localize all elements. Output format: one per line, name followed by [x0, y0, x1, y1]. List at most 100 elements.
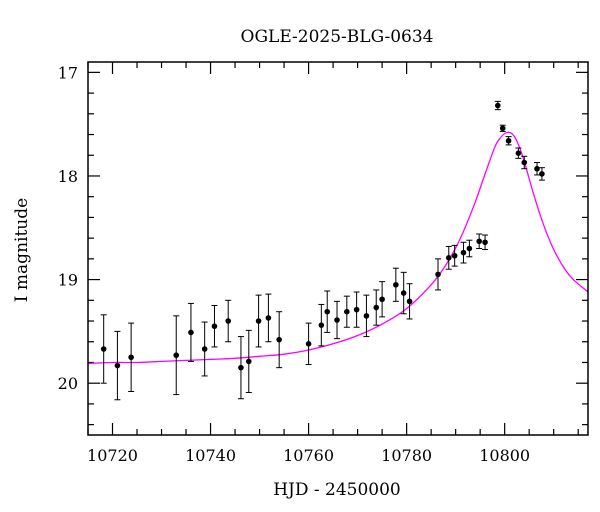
data-point	[521, 155, 528, 170]
y-tick-label: 17	[58, 63, 78, 82]
point-marker	[515, 150, 522, 156]
data-point	[245, 329, 252, 394]
y-tick-label: 20	[58, 374, 78, 393]
data-point	[534, 162, 541, 176]
chart-title: OGLE-2025-BLG-0634	[241, 27, 434, 47]
point-marker	[521, 159, 528, 166]
data-point	[324, 290, 331, 333]
plot-frame	[87, 61, 589, 436]
data-point	[237, 336, 244, 400]
point-marker	[100, 346, 107, 352]
x-tick-label: 10800	[479, 446, 530, 465]
point-marker	[334, 317, 340, 323]
point-marker	[245, 358, 252, 365]
point-marker	[400, 290, 407, 296]
y-tick-labels: 17 18 19 20	[58, 63, 78, 393]
point-marker	[466, 245, 473, 252]
data-point	[255, 294, 262, 348]
data-point	[435, 258, 441, 291]
x-tick-label: 10740	[185, 446, 236, 465]
data-point	[499, 124, 506, 132]
point-marker	[482, 239, 488, 246]
y-tick-label: 19	[58, 271, 78, 290]
point-marker	[505, 137, 512, 144]
point-marker	[460, 249, 467, 256]
point-marker	[225, 318, 231, 324]
point-marker	[393, 281, 399, 288]
data-point	[318, 303, 325, 347]
plot-area	[88, 100, 588, 401]
point-marker	[238, 364, 244, 371]
point-marker	[539, 171, 545, 177]
data-point	[373, 289, 380, 326]
data-point	[460, 241, 467, 264]
data-point	[400, 271, 407, 315]
point-marker	[305, 341, 312, 347]
y-axis-label: I magnitude	[12, 198, 32, 302]
data-point	[201, 321, 208, 377]
data-point	[392, 267, 399, 302]
point-marker	[476, 238, 482, 245]
point-marker	[318, 322, 325, 328]
point-marker	[534, 165, 540, 172]
data-point	[476, 233, 483, 249]
point-marker	[406, 298, 413, 305]
point-marker	[435, 271, 441, 278]
data-point	[305, 322, 312, 366]
point-marker	[276, 336, 282, 343]
x-axis-label: HJD - 2450000	[273, 480, 401, 500]
point-marker	[211, 323, 218, 330]
point-marker	[379, 296, 385, 303]
point-marker	[363, 313, 370, 319]
data-point	[211, 304, 218, 348]
y-tick-label: 18	[58, 167, 78, 186]
x-tick-labels: 10720 10740 10760 10780 10800	[87, 446, 530, 465]
data-point	[128, 322, 135, 392]
model-curve	[88, 131, 588, 365]
point-marker	[173, 352, 180, 359]
x-tick-label: 10720	[87, 446, 138, 465]
point-marker	[499, 125, 506, 132]
data-point	[363, 294, 370, 338]
point-marker	[373, 304, 380, 311]
point-marker	[324, 308, 331, 315]
x-tick-label: 10760	[283, 446, 334, 465]
point-marker	[353, 306, 360, 313]
data-point	[482, 234, 489, 251]
y-ticks	[88, 71, 588, 426]
point-marker	[188, 329, 194, 336]
point-marker	[114, 362, 121, 369]
x-tick-label: 10780	[381, 446, 432, 465]
point-marker	[265, 315, 272, 321]
data-point	[100, 314, 107, 384]
data-point	[225, 299, 232, 343]
data-point	[343, 295, 350, 328]
data-point	[114, 330, 121, 401]
data-point	[379, 281, 386, 318]
data-point	[538, 167, 545, 181]
data-point	[445, 245, 452, 270]
data-point	[466, 239, 473, 258]
model-curve-group	[88, 131, 588, 365]
data-point	[187, 302, 194, 362]
point-marker	[255, 318, 262, 324]
data-point	[451, 244, 458, 267]
data-point	[515, 147, 522, 159]
data-point	[276, 311, 283, 369]
point-marker	[495, 102, 501, 109]
point-marker	[451, 252, 458, 259]
data-point	[406, 283, 413, 320]
data-point	[505, 136, 512, 146]
data-point	[494, 100, 501, 111]
data-points-group	[100, 100, 545, 401]
x-ticks	[87, 62, 579, 435]
point-marker	[201, 346, 208, 352]
data-point	[353, 291, 360, 328]
data-point	[265, 293, 272, 343]
data-point	[173, 315, 180, 396]
point-marker	[344, 308, 350, 315]
data-point	[334, 300, 341, 340]
point-marker	[445, 255, 452, 261]
point-marker	[128, 354, 134, 361]
